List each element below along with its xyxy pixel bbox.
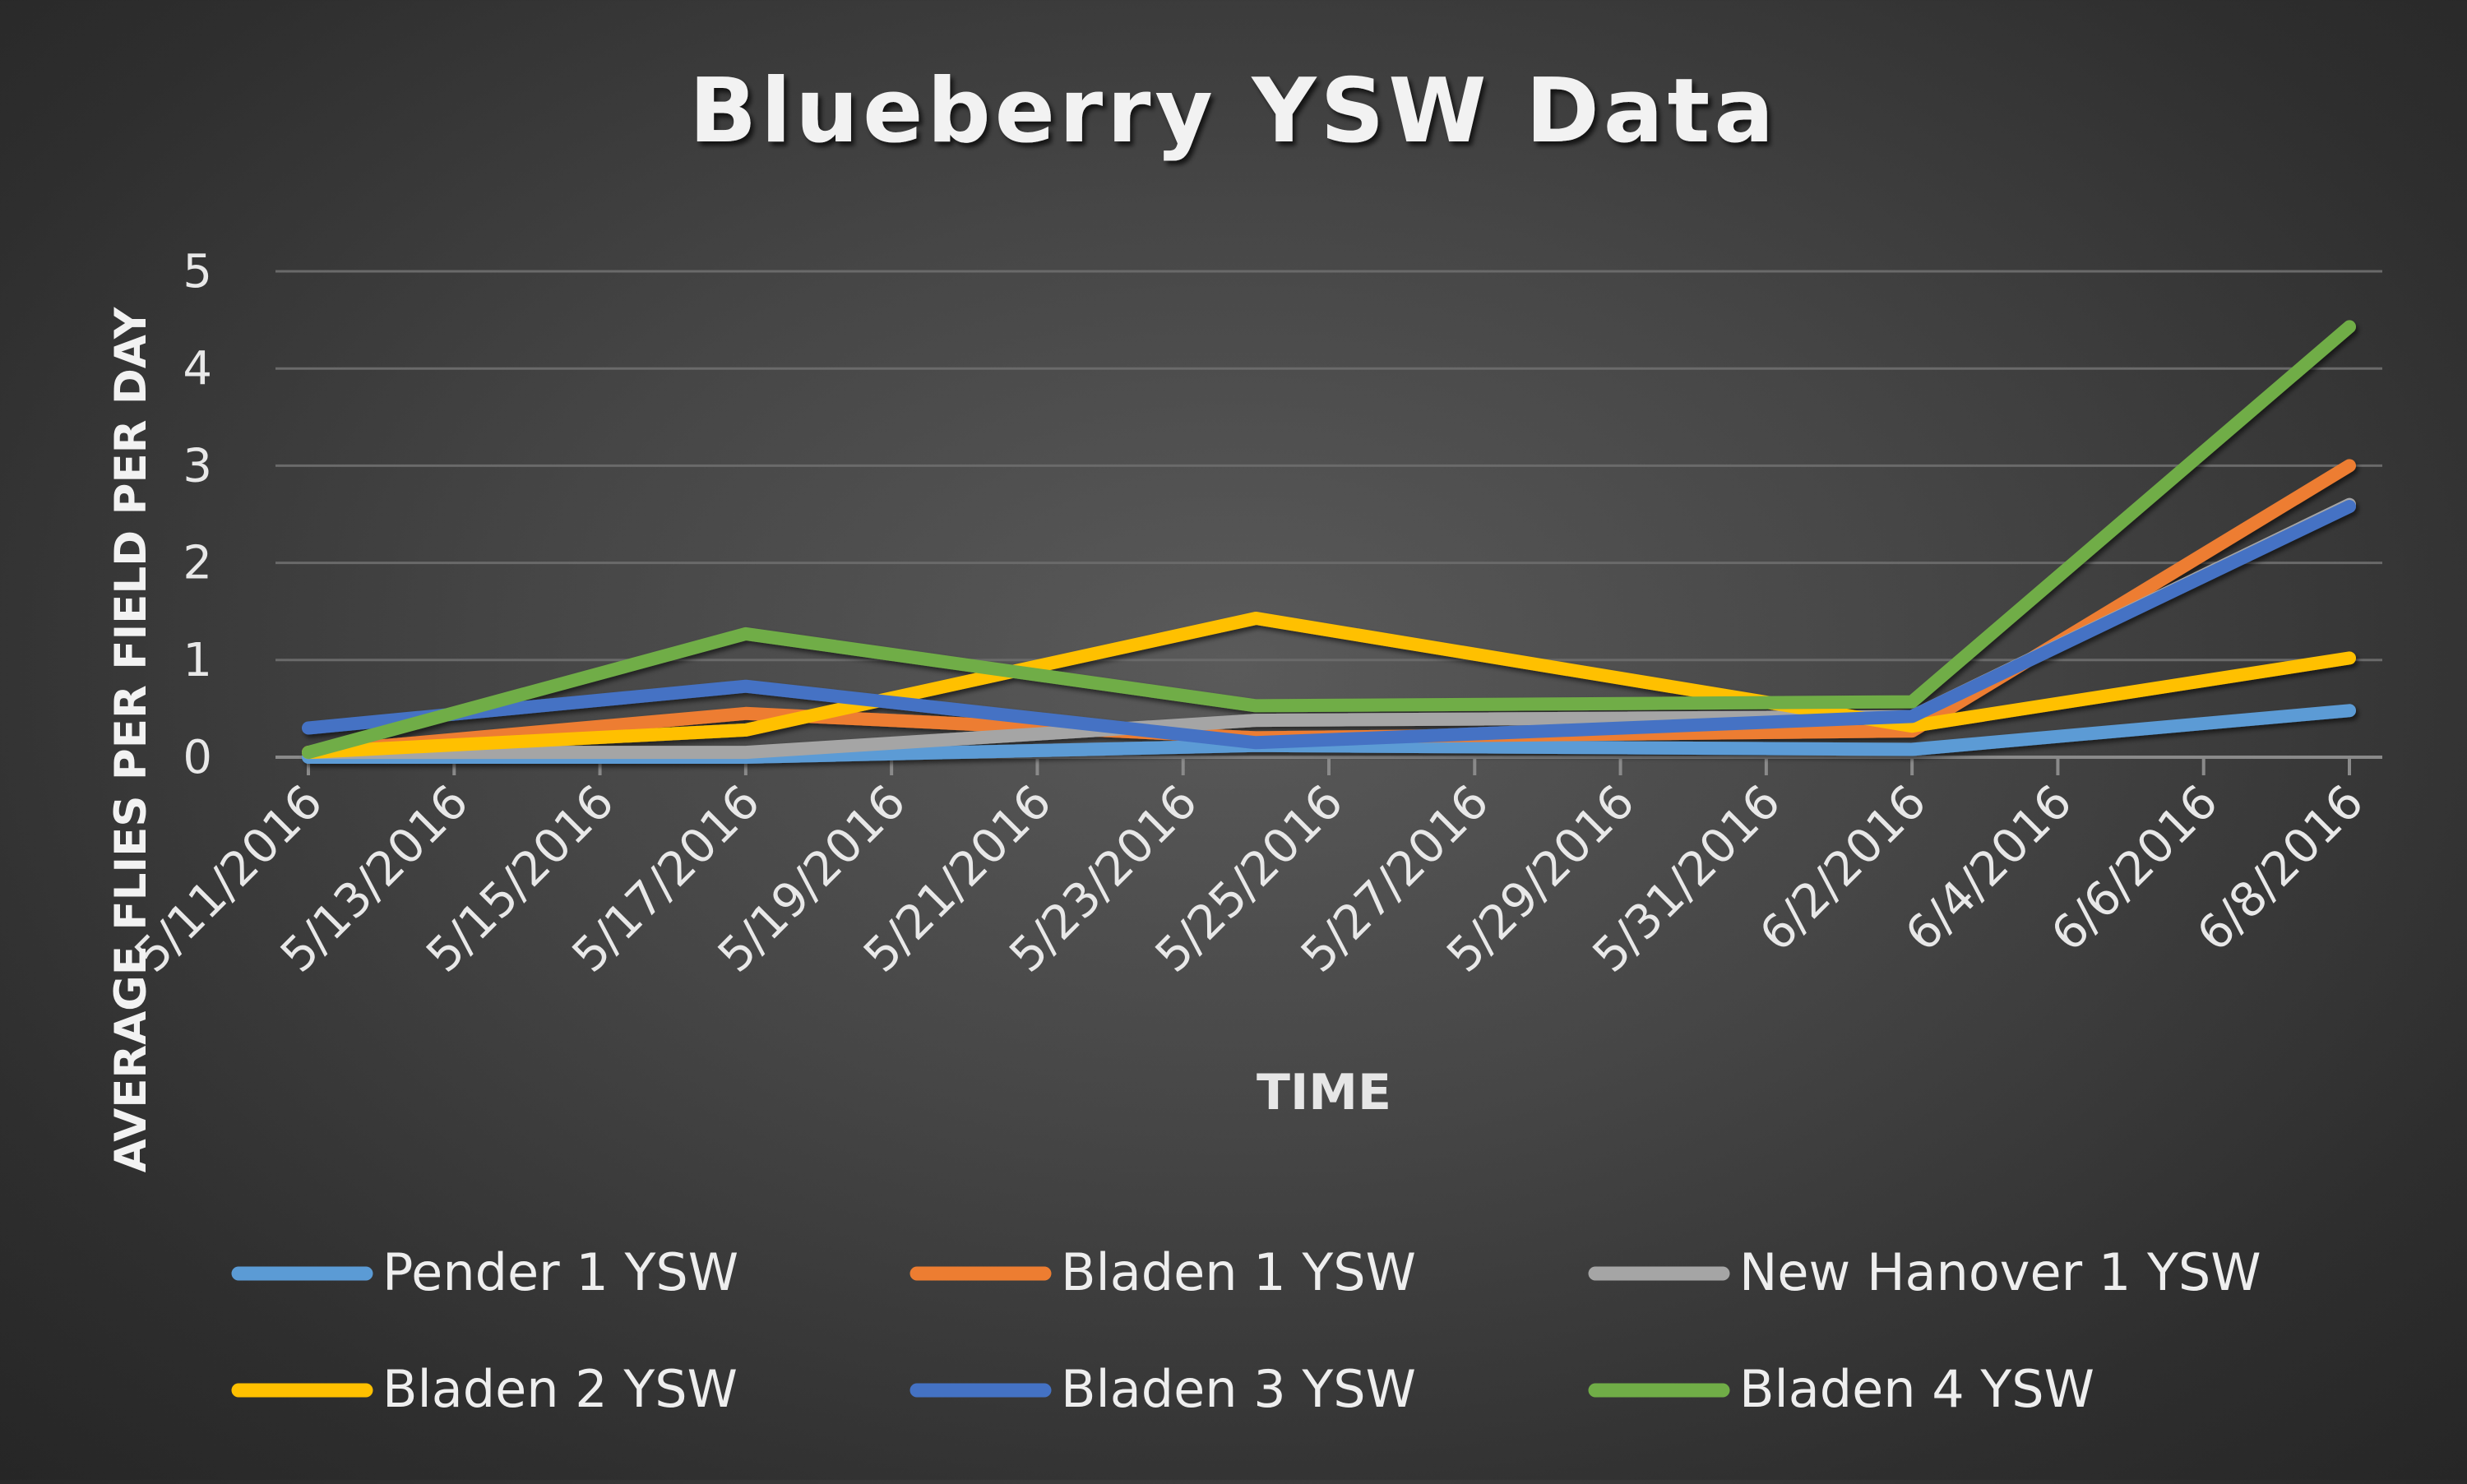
x-axis-ticks: 5/11/20165/13/20165/15/20165/17/20165/19… xyxy=(125,774,2374,982)
legend-label: Bladen 1 YSW xyxy=(1061,1242,1416,1302)
series-line-bladen-2-ysw xyxy=(302,612,2356,760)
y-axis-ticks: 0 1 2 3 4 5 xyxy=(183,245,212,784)
series-line-bladen-4-ysw xyxy=(302,320,2356,760)
legend: Pender 1 YSW Bladen 1 YSW New Hanover 1 YS… xyxy=(231,1242,2261,1419)
y-axis-title: AVERAGE FLIES PER FIELD PER DAY xyxy=(106,307,156,1172)
y-tick-label: 5 xyxy=(183,245,212,298)
legend-item-bladen-3-ysw: Bladen 3 YSW xyxy=(910,1359,1416,1419)
legend-item-pender-1-ysw: Pender 1 YSW xyxy=(231,1242,738,1302)
y-tick-label: 0 xyxy=(183,731,212,784)
legend-item-bladen-2-ysw: Bladen 2 YSW xyxy=(231,1359,738,1419)
series-line-bladen-3-ysw xyxy=(302,500,2356,750)
legend-label: Bladen 4 YSW xyxy=(1739,1359,2094,1419)
legend-label: Bladen 3 YSW xyxy=(1061,1359,1416,1419)
legend-label: Bladen 2 YSW xyxy=(382,1359,738,1419)
legend-item-bladen-1-ysw: Bladen 1 YSW xyxy=(910,1242,1416,1302)
x-axis-title: TIME xyxy=(1257,1064,1391,1121)
legend-label: Pender 1 YSW xyxy=(382,1242,738,1302)
y-tick-label: 4 xyxy=(183,342,212,395)
y-tick-label: 2 xyxy=(183,537,212,590)
legend-label: New Hanover 1 YSW xyxy=(1739,1242,2261,1302)
y-tick-label: 3 xyxy=(183,439,212,492)
grid-lines xyxy=(275,270,2382,662)
legend-item-new-hanover-1-ysw: New Hanover 1 YSW xyxy=(1588,1242,2261,1302)
series-lines xyxy=(302,320,2356,764)
legend-item-bladen-4-ysw: Bladen 4 YSW xyxy=(1588,1359,2094,1419)
y-tick-label: 1 xyxy=(183,634,212,687)
chart-title: Blueberry YSW Data xyxy=(689,60,1778,163)
